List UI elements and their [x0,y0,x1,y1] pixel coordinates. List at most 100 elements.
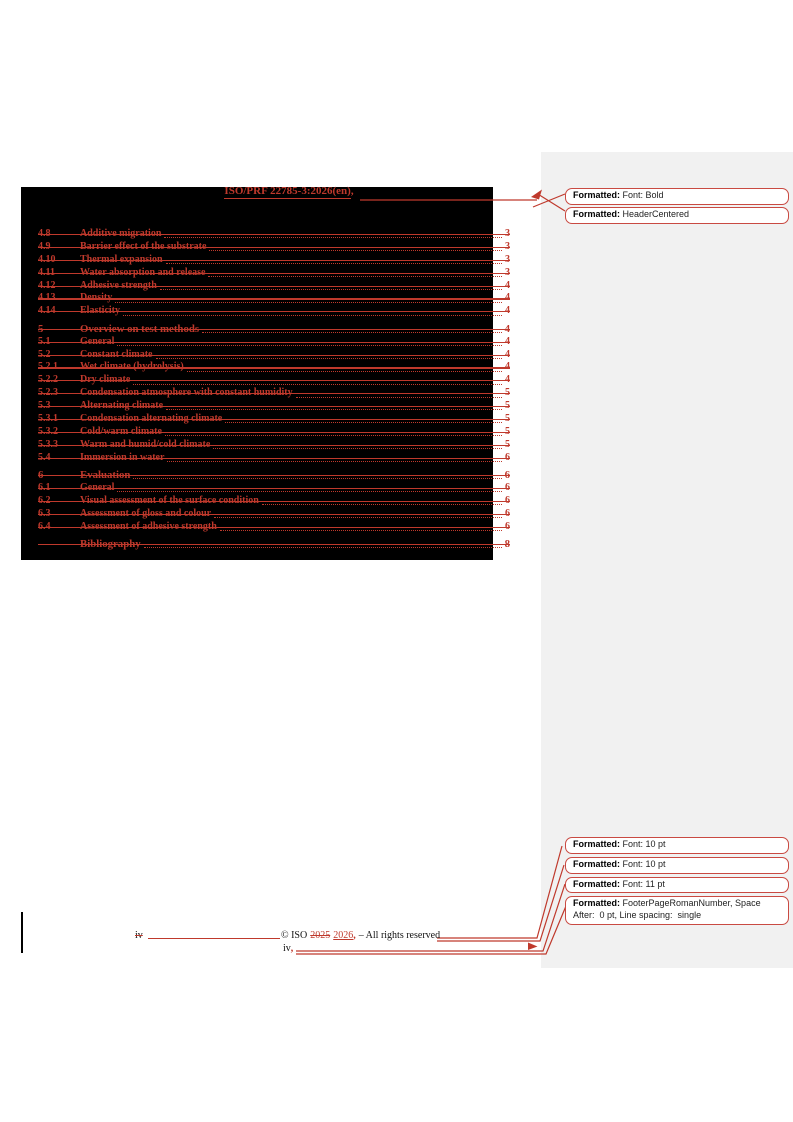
copyright-prefix: © ISO [281,930,308,941]
toc-dot-leader [186,370,502,372]
toc-entry-page: 6 [505,481,510,493]
toc-dot-leader [214,517,502,519]
toc-entry-page: 6 [505,494,510,506]
toc-entry-title: Water absorption and release [80,266,206,278]
toc-entry-title: Warm and humid/cold climate [80,438,211,450]
footer-page-number: iv, [283,943,293,954]
page-header: ISO/PRF 22785-3:2026(en), [38,185,540,199]
toc-entry-title: Condensation atmosphere with constant hu… [80,387,293,399]
toc-entry-title: Wet climate (hydrolysis) [80,361,184,373]
toc-dot-leader [133,383,502,385]
toc-entry-number: 5.1 [38,335,51,347]
toc-dot-leader [117,345,502,347]
balloon-label: Formatted: [573,190,623,200]
toc-dot-leader [164,435,502,437]
toc-entry-page: 4 [505,348,510,360]
toc-entry-page: 3 [505,228,510,239]
toc-entry-title: General [80,335,115,347]
toc-entry: 4.12 Adhesive strength 4 [38,280,510,293]
toc-entry-title: Immersion in water [80,451,165,463]
toc-entry-number: 5.2.2 [38,374,58,386]
copyright-inserted-year: 2026 [333,930,354,941]
toc-entry: 6.1 General 6 [38,482,510,495]
balloon-label: Formatted: [573,858,623,869]
toc-entry-page: 4 [505,374,510,386]
toc-entry-number: 6 [38,469,44,482]
copyright-revision-mark: , [353,930,356,941]
toc-entry-title: Constant climate [80,348,153,360]
formatted-comment-balloon[interactable]: Formatted: Font: 10 pt [565,856,789,874]
toc-entry-number: 4.11 [38,266,55,278]
toc-entry-page: 5 [505,438,510,450]
toc-entry: 5.3.2 Cold/warm climate 5 [38,426,510,439]
toc-entry: 4.9 Barrier effect of the substrate 3 [38,241,510,254]
balloon-value: Font: 10 pt [622,839,666,849]
toc-entry-number: 4.12 [38,279,56,291]
toc-dot-leader [202,332,502,334]
formatted-comment-balloon[interactable]: Formatted: FooterPageRomanNumber, Space … [565,896,789,925]
toc-entry-number: 5.3.1 [38,412,58,424]
header-revision-mark: , [350,185,354,197]
toc-entry-title: General [80,481,115,493]
toc-entry-number: 5.2.3 [38,387,58,399]
toc-entry-page: 3 [505,240,510,252]
toc-dot-leader [225,422,502,424]
formatted-comment-balloon[interactable]: Formatted: Font: 10 pt [565,837,789,854]
formatted-comment-balloon[interactable]: Formatted: Font: 11 pt [565,876,789,894]
toc-entry: 5.2.3 Condensation atmosphere with consta… [38,387,510,400]
toc-dot-leader [219,529,502,531]
toc-entry: 4.13 Density 4 [38,292,510,305]
toc-entry-title: Adhesive strength [80,279,157,291]
footer-leader-arrow-icon [528,942,538,950]
toc-entry: 5.1 General 4 [38,336,510,349]
toc-entry-number: 5.3 [38,400,51,412]
formatted-comment-balloon[interactable]: Formatted: Font: Bold [565,188,789,205]
balloon-value: HeaderCentered [622,209,690,220]
toc-dot-leader [115,301,502,303]
toc-entry: 5.3 Alternating climate 5 [38,400,510,413]
toc-entry-number: 5 [38,322,44,335]
markup-comments-area [541,152,793,968]
toc-entry-title: Barrier effect of the substrate [80,240,207,252]
toc-entry-title: Assessment of gloss and colour [80,507,212,519]
footer-deleted-tab-strike [148,937,280,939]
balloon-value: FooterPageRomanNumber, Space After: 0 pt… [573,898,763,921]
footer-copyright: © ISO 2025 2026, – All rights reserved [281,930,440,941]
toc-entry-page: 3 [505,266,510,278]
toc-entry-number: 4.14 [38,305,56,317]
toc-dot-leader [208,276,502,278]
balloon-label: Formatted: [573,839,623,849]
toc-entry-number: 5.4 [38,451,51,463]
balloon-value: Font: 10 pt [622,858,666,869]
toc-entry: 4.10 Thermal expansion 3 [38,254,510,267]
toc-entry: 5 Overview on test methods 4 [38,323,510,336]
copyright-deleted-year: 2025 [310,930,331,941]
toc-entry-number: 6.3 [38,507,51,519]
toc-entry-title: Condensation alternating climate [80,412,223,424]
deleted-roman-numeral: iv [135,930,143,941]
toc-entry-title: Evaluation [80,469,131,482]
toc-entry-title: Density [80,292,113,304]
toc-entry-page: 5 [505,412,510,424]
toc-entry-number: 5.3.3 [38,438,58,450]
toc-entry-title: Additive migration [80,228,162,239]
toc-entry-number: 4.9 [38,240,51,252]
toc-entry: 6.2 Visual assessment of the surface cond… [38,495,510,508]
toc-entry-page: 3 [505,253,510,265]
toc-dot-leader [261,504,502,506]
toc-entry-title: Visual assessment of the surface conditi… [80,494,259,506]
toc-entry-number: 4.8 [38,228,51,239]
toc-entry: 4.8 Additive migration 3 [38,228,510,241]
toc-dot-leader [133,478,502,480]
toc-entry-number: 5.2.1 [38,361,58,373]
toc-entry-page: 4 [505,292,510,304]
toc-entry-page: 8 [504,537,510,550]
header-comment-balloons: Formatted: Font: Bold Formatted: HeaderCe… [565,188,789,225]
toc-entry-page: 4 [505,335,510,347]
page-number-revision-mark: , [290,943,294,954]
toc-dot-leader [155,357,502,359]
toc-entry-title: Dry climate [80,374,131,386]
toc-dot-leader [165,263,502,265]
formatted-comment-balloon[interactable]: Formatted: HeaderCentered [565,207,789,225]
